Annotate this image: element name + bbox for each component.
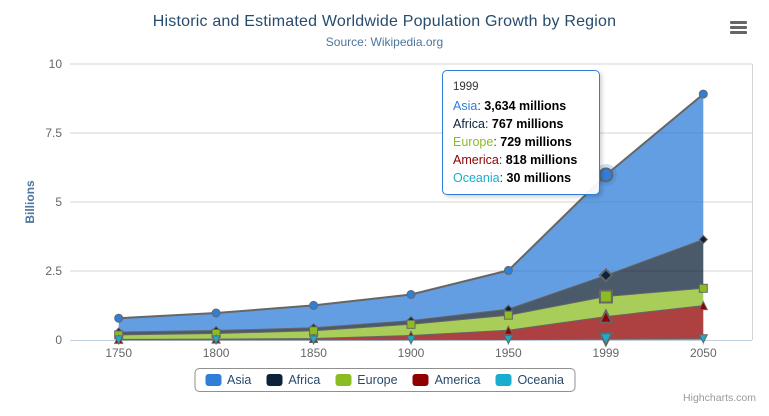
legend-label: Europe xyxy=(357,373,398,387)
marker-asia-1850[interactable] xyxy=(309,300,319,310)
legend-symbol-europe xyxy=(335,374,352,386)
legend-label: Africa xyxy=(288,373,321,387)
legend-symbol-america xyxy=(412,374,429,386)
y-axis-label: 2.5 xyxy=(45,264,62,278)
marker-europe-1950[interactable] xyxy=(503,310,513,320)
marker-asia-1800[interactable] xyxy=(211,308,221,318)
chart-title: Historic and Estimated Worldwide Populat… xyxy=(152,13,617,30)
x-axis-label: 2050 xyxy=(689,346,717,360)
highcharts-credits-link[interactable]: Highcharts.com xyxy=(683,392,756,404)
y-axis-label: 5 xyxy=(55,195,62,209)
marker-america-2050[interactable] xyxy=(698,300,709,311)
x-axis-label: 1800 xyxy=(202,346,230,360)
legend-item-africa[interactable]: Africa xyxy=(266,373,320,387)
legend-item-europe[interactable]: Europe xyxy=(335,373,398,387)
marker-asia-1950[interactable] xyxy=(503,265,513,275)
legend-symbol-oceania xyxy=(495,374,512,386)
x-axis-label: 1999 xyxy=(592,346,620,360)
marker-asia-1750[interactable] xyxy=(114,313,124,323)
marker-asia-1999[interactable] xyxy=(598,167,614,183)
legend-label: America xyxy=(434,373,481,387)
legend-item-oceania[interactable]: Oceania xyxy=(495,373,564,387)
marker-oceania-1850[interactable] xyxy=(308,335,319,346)
legend-symbol-africa xyxy=(266,374,283,386)
legend-symbol-asia xyxy=(205,374,221,386)
x-axis-label: 1900 xyxy=(397,346,425,360)
area-africa[interactable] xyxy=(118,239,704,335)
marker-america-1999[interactable] xyxy=(598,308,614,324)
y-axis-label: 10 xyxy=(48,57,62,71)
legend-label: Asia xyxy=(227,373,252,387)
x-axis-label: 1950 xyxy=(495,346,522,360)
marker-europe-1999[interactable] xyxy=(598,289,613,304)
marker-oceania-1999[interactable] xyxy=(598,332,614,348)
marker-oceania-1800[interactable] xyxy=(211,335,221,346)
y-axis-label: 7.5 xyxy=(45,126,62,140)
marker-europe-2050[interactable] xyxy=(698,283,708,293)
marker-oceania-1750[interactable] xyxy=(113,335,124,346)
marker-oceania-2050[interactable] xyxy=(698,334,709,344)
marker-oceania-1900[interactable] xyxy=(406,335,416,345)
marker-america-1950[interactable] xyxy=(503,325,514,335)
marker-africa-2050[interactable] xyxy=(698,234,709,245)
legend: Asia Africa Europe America Oceania xyxy=(194,368,575,392)
legend-item-america[interactable]: America xyxy=(412,373,481,387)
export-menu-button[interactable] xyxy=(724,14,752,40)
legend-label: Oceania xyxy=(517,373,564,387)
y-axis-label: 0 xyxy=(55,333,62,347)
area-asia[interactable] xyxy=(118,94,704,332)
marker-asia-2050[interactable] xyxy=(698,89,708,99)
legend-item-asia[interactable]: Asia xyxy=(205,373,251,387)
marker-asia-1900[interactable] xyxy=(406,290,416,299)
chart-subtitle: Source: Wikipedia.org xyxy=(325,35,444,49)
marker-oceania-1950[interactable] xyxy=(503,335,514,345)
x-axis-label: 1750 xyxy=(105,346,133,360)
area-america[interactable] xyxy=(118,305,704,340)
marker-africa-1999[interactable] xyxy=(598,267,614,283)
x-axis-label: 1850 xyxy=(300,346,327,360)
marker-europe-1900[interactable] xyxy=(406,319,416,329)
